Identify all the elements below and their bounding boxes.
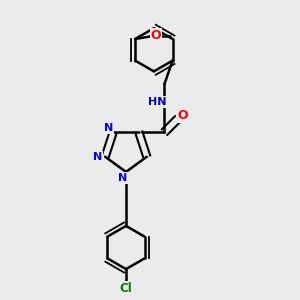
Text: N: N	[93, 152, 102, 162]
Text: HN: HN	[148, 97, 166, 107]
Text: Cl: Cl	[120, 282, 132, 295]
Text: N: N	[104, 123, 113, 133]
Text: O: O	[177, 109, 188, 122]
Text: O: O	[151, 29, 161, 43]
Text: N: N	[118, 173, 127, 183]
